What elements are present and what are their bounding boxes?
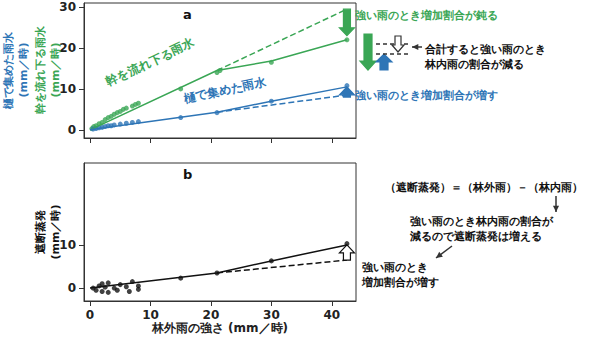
- svg-text:0: 0: [86, 308, 94, 322]
- svg-text:20: 20: [203, 308, 220, 322]
- svg-text:10: 10: [142, 308, 159, 322]
- svg-text:強い雨のとき: 強い雨のとき: [362, 261, 428, 274]
- svg-text:（遮断蒸発）＝（林外雨）－（林内雨）: （遮断蒸発）＝（林外雨）－（林内雨）: [385, 181, 583, 194]
- svg-text:増加割合が増す: 増加割合が増す: [361, 276, 439, 289]
- svg-text:(mm／時): (mm／時): [49, 205, 62, 260]
- svg-text:0: 0: [68, 123, 76, 137]
- svg-text:30: 30: [263, 308, 280, 322]
- svg-text:林内雨の割合が減る: 林内雨の割合が減る: [424, 58, 524, 71]
- svg-text:10: 10: [59, 81, 76, 96]
- svg-text:樋で集めた雨水: 樋で集めた雨水: [2, 31, 15, 110]
- svg-text:合計すると強い雨のとき: 合計すると強い雨のとき: [424, 43, 546, 56]
- svg-text:0: 0: [68, 281, 76, 295]
- svg-text:(mm／時): (mm／時): [17, 43, 30, 98]
- svg-text:(mm／時): (mm／時): [49, 43, 62, 98]
- svg-text:強い雨のとき増加割合が増す: 強い雨のとき増加割合が増す: [355, 89, 498, 102]
- svg-text:30: 30: [59, 0, 76, 14]
- svg-text:減るので遮断蒸発は増える: 減るので遮断蒸発は増える: [409, 230, 542, 243]
- svg-text:強い雨のとき増加割合が鈍る: 強い雨のとき増加割合が鈍る: [355, 9, 498, 22]
- svg-text:幹を流れ下る雨水: 幹を流れ下る雨水: [104, 35, 198, 89]
- svg-text:10: 10: [59, 237, 76, 252]
- svg-text:a: a: [183, 7, 192, 22]
- svg-text:林外雨の強さ (mm／時): 林外雨の強さ (mm／時): [151, 321, 288, 335]
- svg-text:樋で集めた雨水: 樋で集めた雨水: [181, 74, 268, 106]
- svg-text:幹を流れ下る雨水: 幹を流れ下る雨水: [34, 25, 47, 114]
- svg-text:40: 40: [323, 308, 340, 322]
- svg-text:強い雨のとき林内雨の割合が: 強い雨のとき林内雨の割合が: [410, 215, 554, 228]
- svg-text:遮断蒸発: 遮断蒸発: [34, 209, 47, 255]
- svg-text:b: b: [183, 167, 192, 182]
- svg-text:20: 20: [59, 41, 76, 55]
